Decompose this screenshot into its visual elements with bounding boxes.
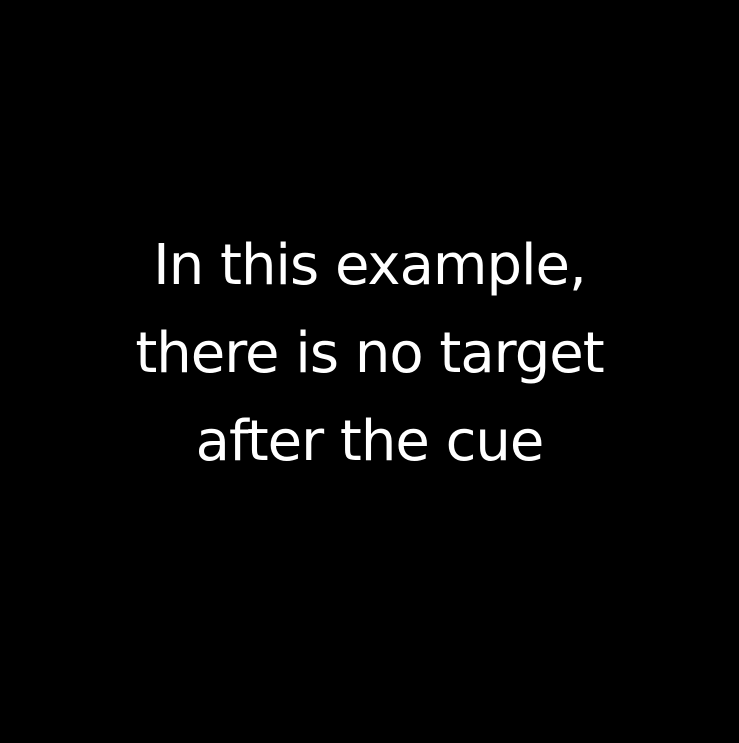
instruction-line-3: after the cue bbox=[195, 409, 545, 474]
instruction-message: In this example, there is no target afte… bbox=[0, 222, 739, 486]
instruction-line-2: there is no target bbox=[135, 321, 604, 386]
instruction-line-1: In this example, bbox=[153, 233, 587, 298]
